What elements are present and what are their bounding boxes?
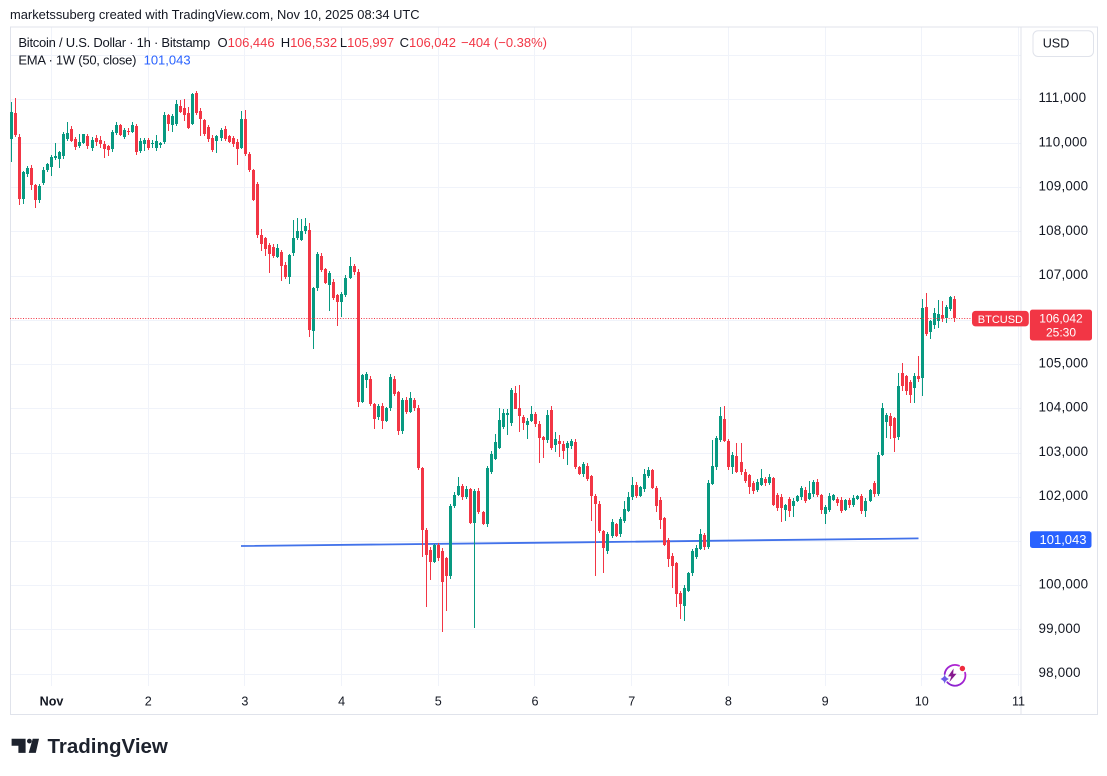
svg-text:EMA · 1W (50, close): EMA · 1W (50, close)	[18, 53, 136, 68]
svg-text:111,000: 111,000	[1039, 90, 1087, 105]
svg-text:6: 6	[531, 695, 538, 709]
svg-text:marketssuberg created with Tra: marketssuberg created with TradingView.c…	[10, 7, 420, 22]
svg-text:110,000: 110,000	[1039, 134, 1088, 149]
svg-text:104,000: 104,000	[1039, 400, 1089, 415]
svg-text:107,000: 107,000	[1039, 267, 1089, 282]
svg-text:H106,532: H106,532	[281, 35, 337, 50]
svg-text:109,000: 109,000	[1039, 179, 1089, 194]
svg-text:5: 5	[435, 695, 442, 709]
svg-text:108,000: 108,000	[1039, 223, 1089, 238]
svg-text:USD: USD	[1043, 37, 1070, 51]
svg-text:3: 3	[241, 695, 248, 709]
svg-text:105,000: 105,000	[1039, 356, 1089, 371]
svg-text:106,042: 106,042	[1039, 311, 1083, 325]
svg-text:98,000: 98,000	[1039, 665, 1081, 680]
svg-text:25:30: 25:30	[1046, 326, 1076, 340]
svg-text:O106,446: O106,446	[218, 35, 275, 50]
svg-text:2: 2	[145, 695, 152, 709]
svg-text:−404 (−0.38%): −404 (−0.38%)	[461, 35, 547, 50]
svg-text:Nov: Nov	[40, 695, 64, 709]
svg-text:4: 4	[338, 695, 345, 709]
svg-text:101,043: 101,043	[144, 53, 191, 68]
svg-text:BTCUSD: BTCUSD	[978, 314, 1023, 326]
svg-text:L105,997: L105,997	[340, 35, 394, 50]
svg-text:C106,042: C106,042	[400, 35, 456, 50]
svg-text:9: 9	[822, 695, 829, 709]
svg-text:103,000: 103,000	[1039, 444, 1089, 459]
svg-text:10: 10	[915, 695, 929, 709]
svg-text:11: 11	[1012, 695, 1025, 709]
svg-text:100,000: 100,000	[1039, 577, 1089, 592]
svg-text:99,000: 99,000	[1039, 621, 1081, 636]
svg-text:TradingView: TradingView	[48, 735, 168, 758]
svg-text:7: 7	[628, 695, 635, 709]
svg-text:Bitcoin / U.S. Dollar · 1h · B: Bitcoin / U.S. Dollar · 1h · Bitstamp	[18, 35, 210, 50]
svg-text:101,043: 101,043	[1040, 532, 1087, 547]
svg-text:102,000: 102,000	[1039, 488, 1089, 503]
svg-text:8: 8	[725, 695, 732, 709]
